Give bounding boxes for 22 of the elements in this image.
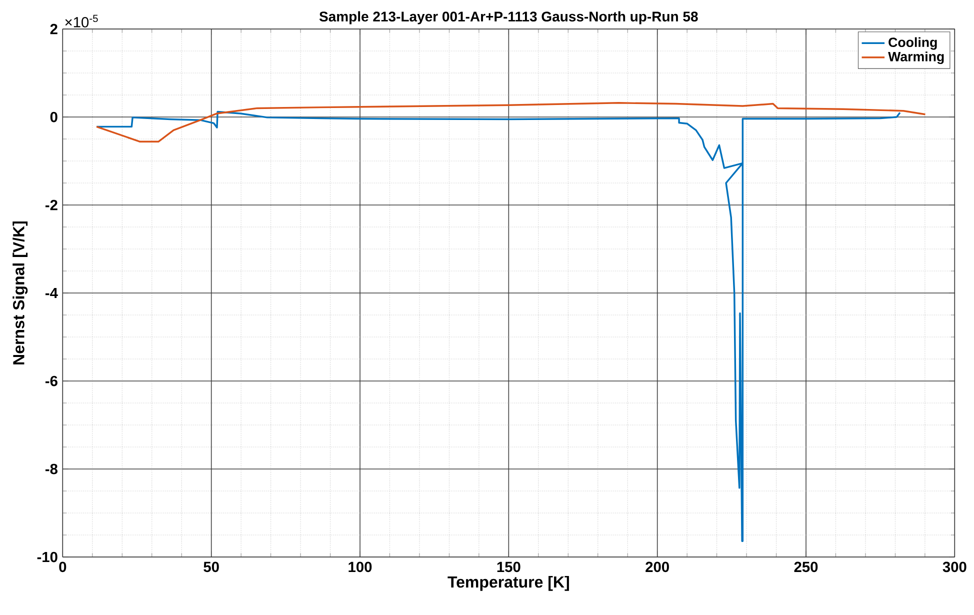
y-tick-label: -2 (45, 200, 58, 210)
y-tick-label: 0 (50, 112, 58, 122)
y-tick-label: 2 (50, 24, 58, 34)
y-axis-title: Nernst Signal [V/K] (12, 221, 28, 364)
text: ×10$^{-5}$ (65, 14, 98, 28)
line-series (96, 110, 901, 542)
x-tick-label: 50 (204, 562, 219, 572)
y-tick-label: -8 (45, 464, 58, 474)
y-tick-label: -4 (45, 288, 58, 298)
y-tick-label: -6 (45, 376, 58, 386)
legend-label: Cooling (888, 37, 937, 50)
legend-label: Warming (888, 52, 944, 64)
x-tick-label: 150 (497, 562, 520, 572)
x-axis-title: Temperature [K] (448, 576, 569, 591)
x-tick-label: 300 (942, 562, 966, 572)
x-tick-label: 100 (348, 562, 372, 572)
line-series (96, 102, 926, 143)
x-tick-label: 0 (59, 562, 66, 572)
x-tick-label: 250 (794, 562, 818, 572)
y-tick-label: -10 (37, 552, 58, 562)
chart-title: Sample 213-Layer 001-Ar+P-1113 Gauss-North up-Run 58 (319, 11, 698, 24)
x-tick-label: 200 (646, 562, 669, 572)
